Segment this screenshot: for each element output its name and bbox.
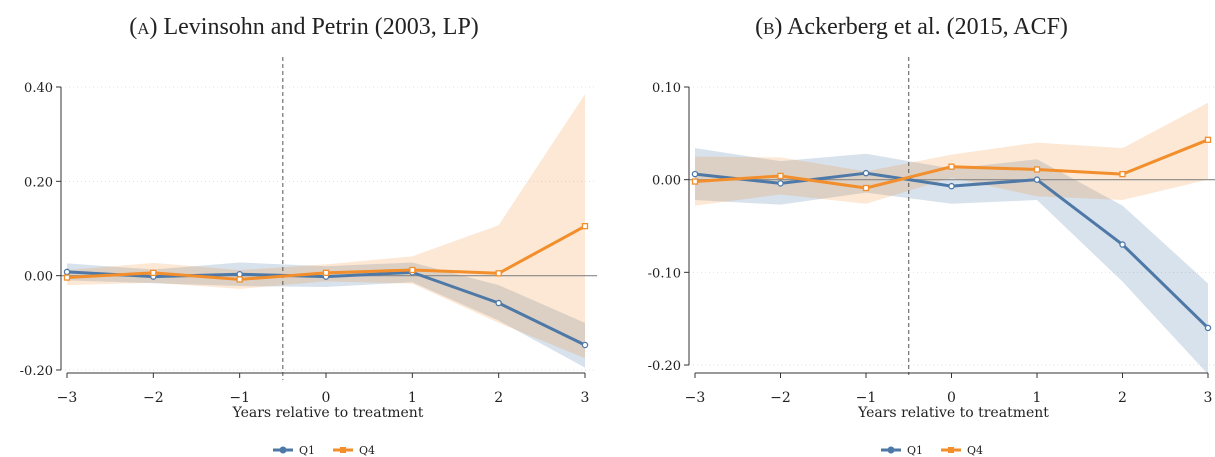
point-q4	[691, 178, 699, 185]
legend-marker-q4	[948, 447, 954, 453]
x-tick-label: 0	[322, 390, 331, 406]
point-q1	[1033, 176, 1041, 183]
legend-label-q1: Q1	[907, 444, 923, 457]
x-tick-label: 2	[1118, 390, 1127, 406]
point-q4	[150, 269, 157, 276]
point-q1	[495, 299, 502, 307]
x-tick-label: 1	[408, 390, 417, 406]
point-q1	[63, 268, 71, 276]
point-q1	[777, 180, 784, 187]
panel-lp: (a) Levinsohn and Petrin (2003, LP) -0.2…	[0, 14, 608, 457]
y-tick-label: 0.20	[24, 175, 53, 190]
chart-acf: -0.20 -0.10 0.00 0.10 −3 −2 −1 0 1 2 3 Years relati…	[648, 57, 1215, 457]
x-tick-label: −1	[856, 390, 877, 406]
panel-title-acf: (b) Ackerberg et al. (2015, ACF)	[608, 14, 1215, 41]
x-tick-label: −2	[143, 390, 164, 406]
legend-marker-q1	[279, 446, 287, 454]
panel-title-lp: (a) Levinsohn and Petrin (2003, LP)	[0, 14, 608, 41]
x-tick-label: −3	[57, 390, 78, 406]
panel-label-acf: (b)	[755, 14, 783, 40]
legend-label-q4: Q4	[359, 444, 375, 457]
x-tick-label: 0	[947, 390, 956, 406]
x-tick-label: −2	[770, 390, 791, 406]
point-q1	[581, 341, 589, 349]
point-q1	[236, 271, 243, 278]
legend: Q1 Q4	[273, 444, 375, 457]
confidence-band-q1	[695, 148, 1208, 375]
y-tick-label: -0.20	[20, 364, 53, 379]
panel-acf: (b) Ackerberg et al. (2015, ACF) -0.20 -0…	[608, 0, 1215, 457]
point-q4	[409, 266, 416, 274]
point-q4	[322, 269, 330, 276]
legend-marker-q1	[887, 446, 895, 454]
x-tick-label: 3	[581, 390, 590, 406]
chart-title-acf: Ackerberg et al. (2015, ACF)	[787, 14, 1068, 40]
x-tick-label: 1	[1033, 390, 1042, 406]
point-q4	[63, 274, 71, 281]
point-q4	[236, 276, 243, 283]
y-tick-label: 0.00	[652, 174, 681, 189]
chart-title-lp: Levinsohn and Petrin (2003, LP)	[163, 14, 479, 40]
legend-marker-q4	[340, 447, 346, 453]
point-q1	[691, 170, 699, 178]
point-q1	[862, 169, 870, 177]
y-tick-label: 0.40	[24, 81, 53, 96]
x-axis-label: Years relative to treatment	[232, 405, 424, 421]
y-tick-label: 0.00	[24, 270, 53, 285]
point-q4	[948, 163, 955, 170]
point-q4	[862, 184, 870, 192]
confidence-band-q4	[67, 94, 585, 359]
point-q1	[1204, 324, 1212, 332]
x-tick-label: 2	[494, 390, 503, 406]
chart-lp: -0.20 0.00 0.20 0.40 −3 −2 −1 0 1 2 3 Years relativ…	[20, 57, 597, 457]
point-q4	[1119, 170, 1126, 178]
point-q4	[581, 222, 589, 230]
x-axis-label: Years relative to treatment	[857, 405, 1049, 421]
legend: Q1 Q4	[881, 444, 983, 457]
point-q4	[777, 172, 784, 180]
y-tick-label: 0.10	[652, 81, 681, 96]
point-q4	[1033, 166, 1041, 173]
point-q4	[1204, 136, 1212, 143]
x-tick-label: −3	[685, 390, 706, 406]
y-tick-label: -0.10	[648, 266, 681, 281]
x-tick-label: 3	[1204, 390, 1213, 406]
panel-label-lp: (a)	[129, 14, 158, 40]
legend-label-q4: Q4	[967, 444, 983, 457]
point-q1	[948, 182, 955, 190]
point-q1	[1119, 241, 1126, 248]
x-tick-label: −1	[229, 390, 250, 406]
point-q4	[495, 270, 502, 277]
legend-label-q1: Q1	[299, 444, 315, 457]
y-tick-label: -0.20	[648, 359, 681, 374]
